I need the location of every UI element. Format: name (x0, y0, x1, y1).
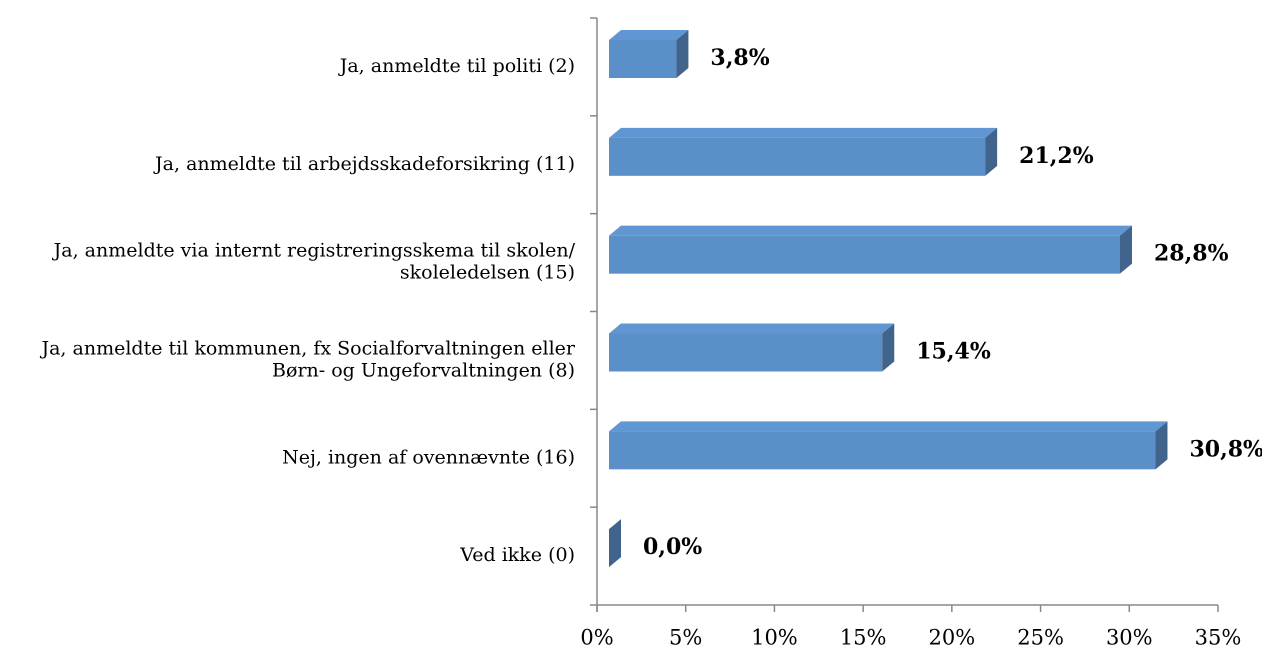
x-tick-label: 15% (840, 626, 887, 650)
bar-front (609, 137, 986, 176)
bar-front (609, 333, 883, 372)
bar-side (609, 519, 621, 568)
bar (609, 225, 1132, 274)
bar-front (609, 235, 1120, 274)
value-label: 3,8% (710, 45, 769, 71)
bar-side (676, 30, 689, 78)
bar-top (609, 30, 689, 40)
bar-side (1119, 225, 1132, 274)
x-tick-label: 20% (929, 626, 976, 650)
x-tick-label: 10% (751, 626, 798, 650)
bar (609, 323, 895, 372)
bar (609, 421, 1168, 470)
value-label: 0,0% (643, 534, 702, 560)
x-tick-label: 25% (1017, 626, 1064, 650)
value-label: 30,8% (1189, 436, 1262, 462)
value-label: 21,2% (1019, 143, 1094, 169)
value-label: 28,8% (1154, 241, 1229, 267)
bar-front (609, 40, 677, 78)
bar-top (609, 323, 895, 334)
category-label: Nej, ingen af ovennævnte (16) (282, 446, 575, 468)
value-label: 15,4% (916, 339, 991, 365)
bar-top (609, 225, 1132, 236)
bar-top (609, 421, 1168, 432)
x-tick-label: 35% (1195, 626, 1242, 650)
x-tick-label: 30% (1106, 626, 1153, 650)
bar (609, 30, 689, 78)
bar (609, 127, 998, 176)
bar-side (882, 323, 895, 372)
category-label: Ja, anmeldte til arbejdsskadeforsikring … (153, 153, 575, 175)
category-label: Ved ikke (0) (459, 544, 575, 566)
category-label: Ja, anmeldte til kommunen, fx Socialforv… (39, 337, 575, 381)
bar-side (985, 127, 998, 176)
bar-front (609, 431, 1156, 470)
x-tick-label: 5% (669, 626, 702, 650)
category-label: Ja, anmeldte til politi (2) (338, 55, 575, 77)
bar (609, 519, 621, 568)
category-label: Ja, anmeldte via internt registreringssk… (52, 240, 576, 284)
bar-side (1155, 421, 1168, 470)
bar-top (609, 127, 998, 138)
x-tick-label: 0% (580, 626, 613, 650)
